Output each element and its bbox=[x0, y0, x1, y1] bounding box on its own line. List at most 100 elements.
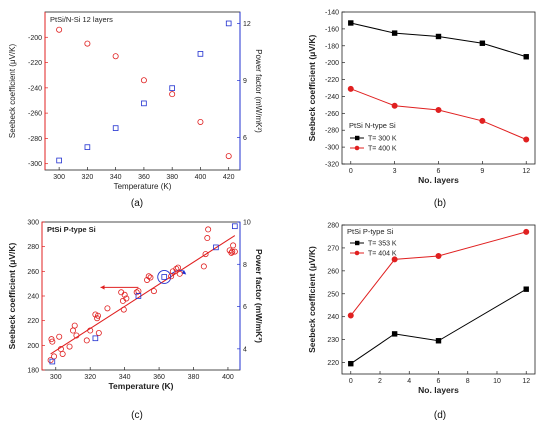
y-tick-label: 180 bbox=[27, 368, 39, 375]
data-point bbox=[120, 306, 127, 313]
data-point bbox=[56, 26, 63, 33]
data-point bbox=[197, 51, 204, 57]
panel-caption: (c) bbox=[131, 410, 143, 421]
y-tick-label: -160 bbox=[325, 26, 339, 33]
x-tick-label: 320 bbox=[82, 174, 94, 181]
chart-d: 0 2 4 6 8 10 12 220 230 240 250 260 270 280 No. layers… bbox=[307, 223, 536, 421]
legend-marker bbox=[354, 145, 360, 151]
x-tick-label: 420 bbox=[223, 174, 235, 181]
y2-tick-label: 12 bbox=[243, 21, 251, 28]
data-point bbox=[87, 327, 94, 334]
y-tick-label: 300 bbox=[27, 220, 39, 227]
y-tick-label: 280 bbox=[327, 223, 339, 230]
data-point bbox=[231, 248, 238, 255]
panel-title: PtSi P-type Si bbox=[347, 227, 394, 236]
data-point bbox=[51, 353, 58, 360]
y2-tick-label: 8 bbox=[243, 262, 247, 269]
data-point bbox=[95, 329, 102, 336]
data-point bbox=[169, 91, 176, 98]
data-point bbox=[94, 315, 101, 322]
y-tick-label: -240 bbox=[325, 94, 339, 101]
data-point bbox=[141, 100, 147, 107]
data-point bbox=[479, 40, 486, 46]
legend-label: T= 404 K bbox=[368, 251, 397, 258]
panel-caption: (a) bbox=[131, 198, 143, 209]
data-point bbox=[112, 125, 119, 131]
data-point bbox=[435, 252, 442, 259]
y-tick-label: -260 bbox=[325, 111, 339, 118]
y2-axis-label: Power factor (mW/mK²) bbox=[254, 249, 264, 343]
series-line bbox=[350, 88, 527, 140]
data-point bbox=[197, 118, 204, 125]
series-line bbox=[350, 288, 527, 365]
data-point bbox=[150, 288, 157, 295]
x-tick-label: 360 bbox=[138, 174, 150, 181]
legend-entry: T= 400 K bbox=[350, 146, 397, 153]
data-point bbox=[435, 33, 442, 40]
data-point bbox=[202, 251, 209, 258]
data-point bbox=[104, 305, 111, 312]
data-point bbox=[161, 274, 168, 280]
y-tick-label: 250 bbox=[327, 291, 339, 298]
chart-a: 300 320 340 360 380 400 420 -200 -220 -240 -260 -28… bbox=[8, 11, 263, 209]
panel-title: PtSi N-type Si bbox=[349, 121, 396, 130]
y-tick-label: 270 bbox=[327, 245, 339, 252]
panel-title: PtSi P-type Si bbox=[47, 225, 96, 234]
y-tick-label: -200 bbox=[325, 60, 339, 67]
x-axis-label: Temperature (K) bbox=[114, 182, 172, 191]
chart-b: 0 3 6 9 12 -140 -160 -180 -200 -220 -240 -260 -280 -3… bbox=[307, 10, 536, 209]
y-tick-label: -300 bbox=[28, 161, 42, 168]
y-tick-label: 240 bbox=[327, 314, 339, 321]
x-tick-label: 12 bbox=[522, 168, 530, 175]
data-point bbox=[230, 242, 237, 249]
y-axis-label: Seebeck coefficient (μV/K) bbox=[307, 34, 317, 141]
data-point bbox=[175, 264, 182, 271]
data-point bbox=[83, 337, 90, 344]
data-point bbox=[56, 157, 62, 164]
highlight-ring bbox=[157, 270, 172, 284]
legend-label: T= 353 K bbox=[368, 241, 397, 248]
data-point bbox=[232, 223, 238, 230]
data-point bbox=[225, 20, 232, 27]
x-tick-label: 360 bbox=[153, 374, 165, 381]
data-point bbox=[523, 228, 530, 235]
arrow-head bbox=[100, 285, 105, 290]
x-tick-label: 2 bbox=[378, 378, 382, 385]
data-point bbox=[228, 249, 235, 256]
panel-title: PtSi/N-Si 12 layers bbox=[50, 15, 113, 24]
y-tick-label: -220 bbox=[325, 77, 339, 84]
x-tick-label: 400 bbox=[222, 374, 234, 381]
data-point bbox=[348, 20, 354, 26]
x-tick-label: 3 bbox=[393, 168, 397, 175]
y-tick-label: 220 bbox=[327, 360, 339, 367]
x-tick-label: 6 bbox=[437, 378, 441, 385]
data-point bbox=[479, 117, 486, 124]
x-tick-label: 340 bbox=[119, 374, 131, 381]
data-point bbox=[347, 85, 354, 92]
x-tick-label: 0 bbox=[349, 168, 353, 175]
data-point bbox=[69, 327, 76, 334]
x-tick-label: 300 bbox=[53, 174, 65, 181]
legend-marker bbox=[355, 240, 360, 246]
data-point bbox=[200, 263, 207, 270]
y-tick-label: -280 bbox=[28, 136, 42, 143]
data-point bbox=[59, 350, 66, 357]
data-point bbox=[73, 332, 80, 339]
data-point bbox=[135, 293, 142, 299]
data-point bbox=[225, 153, 232, 160]
panel-caption: (d) bbox=[434, 410, 446, 421]
y-tick-label: 280 bbox=[27, 244, 39, 251]
data-point bbox=[204, 235, 211, 242]
series-line bbox=[350, 231, 527, 316]
data-point bbox=[391, 256, 398, 263]
data-point bbox=[176, 270, 183, 277]
data-point bbox=[145, 273, 152, 280]
legend-marker bbox=[355, 135, 360, 141]
x-tick-label: 320 bbox=[84, 374, 96, 381]
y-tick-label: -300 bbox=[325, 145, 339, 152]
data-point bbox=[121, 291, 128, 298]
data-point bbox=[123, 295, 130, 302]
y-axis-label: Seebeck coefficient (μV/K) bbox=[7, 242, 17, 349]
x-axis-label: No. layers bbox=[418, 385, 459, 395]
